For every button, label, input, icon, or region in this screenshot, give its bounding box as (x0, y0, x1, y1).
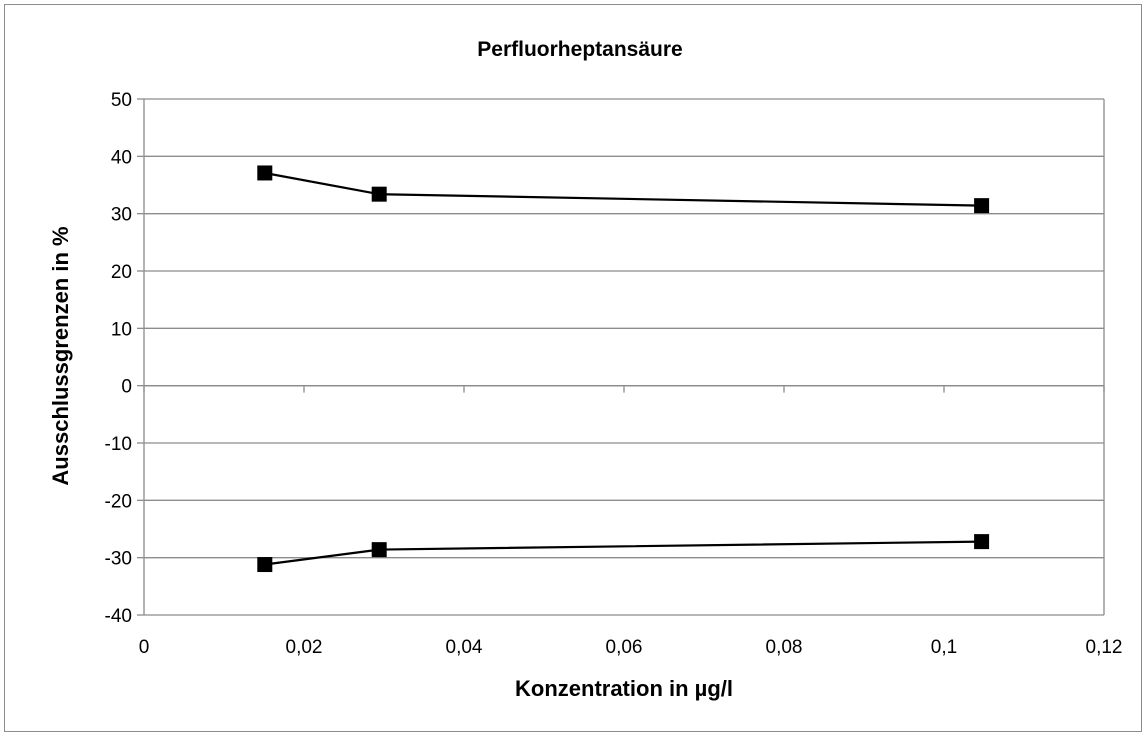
y-tick-label: 0 (121, 377, 132, 398)
x-tick-label: 0,08 (766, 637, 803, 658)
y-tick-label: 40 (111, 147, 132, 168)
series-2-marker (257, 557, 273, 573)
series-1-marker (257, 165, 273, 181)
x-tick-label: 0,06 (606, 637, 643, 658)
y-tick-label: -10 (105, 434, 132, 455)
y-tick-label: 30 (111, 205, 132, 226)
y-tick-label: 10 (111, 319, 132, 340)
chart-frame (4, 4, 1142, 732)
series-layer (257, 165, 990, 573)
y-tick-label: -20 (105, 491, 132, 512)
axes (137, 98, 1105, 616)
y-tick-label: 20 (111, 262, 132, 283)
x-tick-label: 0,12 (1086, 637, 1123, 658)
series-2-marker (371, 542, 387, 558)
y-tick-label: 50 (111, 90, 132, 111)
y-tick-label: -40 (105, 606, 132, 627)
x-tick-label: 0,02 (286, 637, 323, 658)
x-tick-label: 0,04 (446, 637, 483, 658)
series-1-marker (974, 198, 990, 214)
x-tick-label: 0 (139, 637, 150, 658)
chart-title: Perfluorheptansäure (477, 38, 682, 61)
x-axis-title: Konzentration in µg/l (515, 676, 733, 701)
grid-lines (144, 98, 1104, 616)
tick-labels: -40 -30 -20 -10 0 10 20 30 40 50 0 0,02 0,04 0,06 0,08… (105, 90, 1123, 658)
series-1-marker (371, 186, 387, 202)
y-tick-label: -30 (105, 549, 132, 570)
series-2-marker (974, 534, 990, 550)
x-tick-label: 0,1 (931, 637, 957, 658)
y-axis-title: Ausschlussgrenzen in % (48, 226, 73, 485)
